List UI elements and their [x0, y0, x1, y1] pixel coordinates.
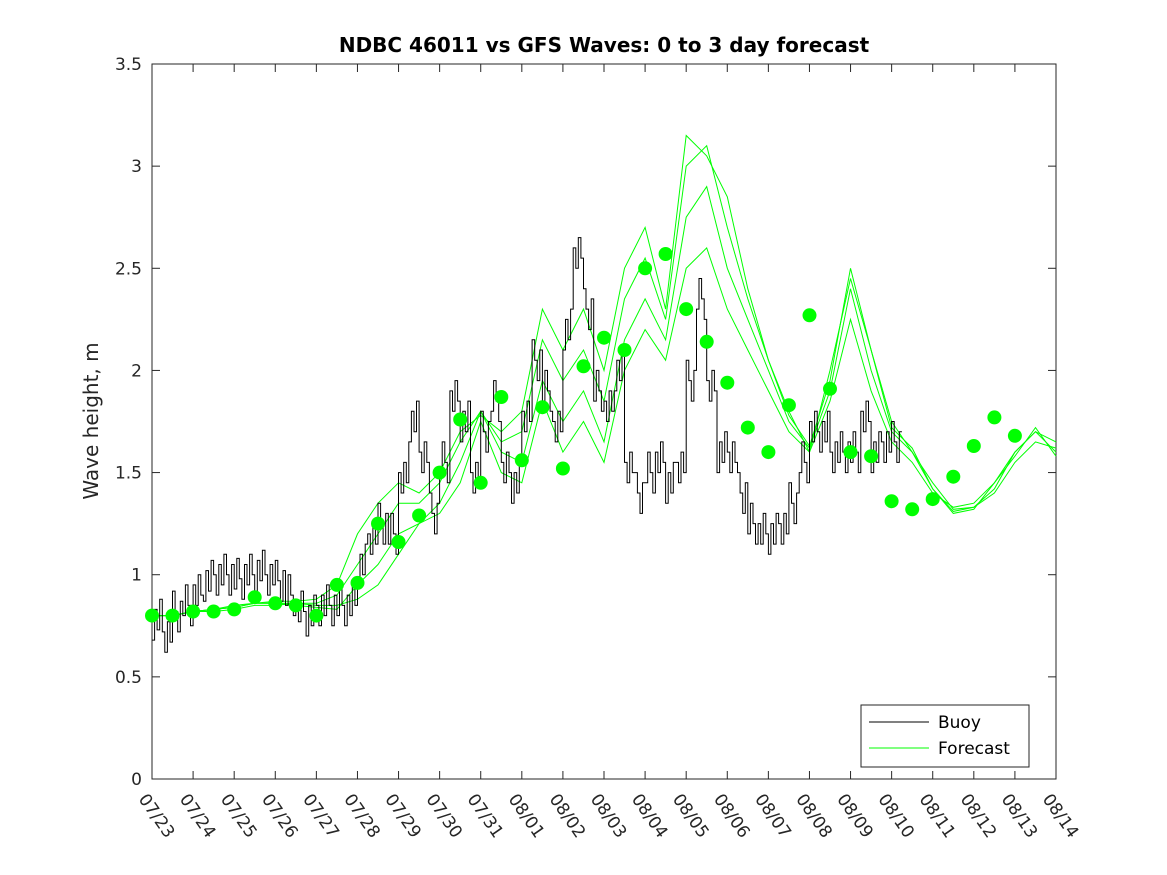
forecast-marker: [309, 608, 324, 623]
forecast-marker: [864, 449, 879, 464]
forecast-marker: [473, 475, 488, 490]
forecast-line: [152, 134, 1057, 617]
forecast-marker: [329, 577, 344, 592]
y-tick-label: 2: [131, 361, 142, 381]
y-tick-label: 0.5: [115, 668, 142, 688]
forecast-marker: [761, 445, 776, 460]
y-tick-label: 3.5: [115, 55, 142, 75]
forecast-marker: [823, 381, 837, 396]
forecast-marker: [165, 608, 180, 623]
forecast-marker: [453, 412, 468, 427]
forecast-marker: [494, 390, 509, 404]
forecast-marker: [412, 508, 427, 523]
forecast-marker: [268, 596, 283, 611]
y-axis-label: Wave height, m: [79, 342, 103, 499]
forecast-marker: [145, 608, 159, 623]
y-tick-label: 1.5: [115, 464, 142, 484]
y-tick-label: 3: [131, 157, 142, 177]
legend-buoy-label: Buoy: [938, 713, 981, 733]
forecast-marker: [966, 439, 981, 453]
y-tick-label: 1: [131, 566, 142, 586]
forecast-marker: [905, 502, 920, 517]
forecast-marker: [535, 400, 550, 415]
forecast-marker: [227, 602, 242, 617]
forecast-line: [152, 246, 1057, 617]
forecast-marker: [1007, 428, 1022, 443]
forecast-marker: [391, 535, 406, 549]
forecast-marker: [843, 445, 858, 460]
forecast-marker: [987, 410, 1002, 425]
forecast-marker: [247, 590, 262, 605]
y-tick-label: 2.5: [115, 259, 142, 279]
forecast-marker: [658, 247, 673, 261]
forecast-marker: [350, 575, 365, 590]
forecast-marker: [288, 598, 303, 613]
forecast-marker: [781, 398, 796, 413]
chart-title: NDBC 46011 vs GFS Waves: 0 to 3 day fore…: [339, 33, 870, 57]
forecast-marker: [802, 308, 817, 323]
forecast-marker: [925, 492, 940, 507]
forecast-marker: [617, 343, 632, 357]
buoy-line: [152, 237, 902, 653]
forecast-marker: [699, 334, 714, 349]
forecast-marker: [432, 465, 447, 480]
forecast-marker: [371, 516, 385, 531]
forecast-marker: [638, 261, 653, 276]
y-tick-label: 0: [131, 770, 142, 790]
forecast-marker: [555, 461, 570, 476]
forecast-marker: [740, 420, 755, 435]
legend-box: [860, 704, 1030, 768]
forecast-marker: [946, 469, 961, 484]
forecast-marker: [576, 359, 591, 374]
forecast-marker: [720, 375, 735, 390]
forecast-marker: [514, 453, 529, 468]
forecast-marker: [206, 604, 221, 619]
forecast-marker: [679, 302, 694, 317]
forecast-marker: [597, 330, 611, 345]
forecast-marker: [186, 604, 201, 619]
forecast-marker: [884, 494, 899, 509]
legend-forecast-label: Forecast: [938, 739, 1010, 759]
